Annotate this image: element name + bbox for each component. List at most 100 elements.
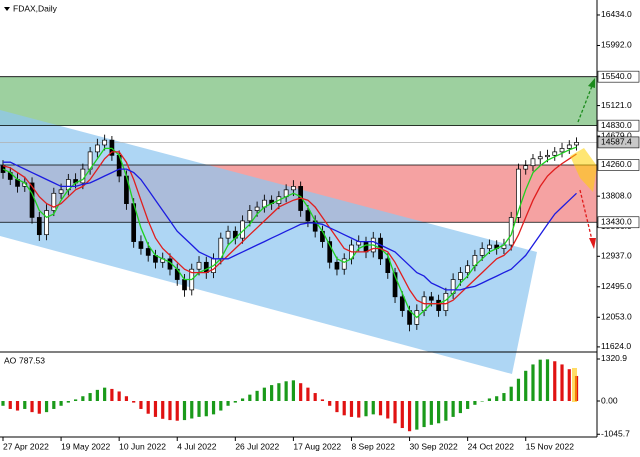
candle-body bbox=[327, 241, 333, 263]
candle-body bbox=[537, 156, 543, 160]
ao-bar bbox=[407, 401, 412, 432]
ao-bar bbox=[415, 401, 419, 430]
ao-bar bbox=[320, 399, 325, 402]
ao-bar bbox=[161, 401, 165, 419]
ao-bar bbox=[262, 387, 266, 402]
ao-bar bbox=[364, 401, 368, 417]
ao-bar bbox=[248, 394, 252, 402]
ao-bar bbox=[44, 401, 49, 413]
ao-bar bbox=[487, 398, 492, 402]
candle-body bbox=[102, 139, 107, 146]
ao-bar bbox=[8, 401, 12, 409]
candle-body bbox=[399, 296, 405, 311]
ao-bar bbox=[277, 383, 281, 402]
candle-body bbox=[51, 192, 57, 211]
ao-bar bbox=[437, 401, 441, 424]
y-tick-label: 14679.0 bbox=[601, 130, 632, 140]
indicator-name: AO bbox=[4, 355, 17, 365]
down-arrow bbox=[579, 189, 593, 241]
ao-bar bbox=[182, 401, 187, 421]
ao-bar bbox=[168, 401, 172, 421]
ao-bar bbox=[23, 401, 27, 409]
ao-histogram bbox=[1, 359, 579, 432]
y-tick-label: 12495.0 bbox=[601, 281, 632, 291]
y-tick-label: 13808.0 bbox=[601, 190, 632, 200]
down-arrow-head bbox=[589, 238, 596, 249]
ao-bar bbox=[538, 359, 542, 402]
indicator-value: 787.53 bbox=[19, 355, 45, 365]
ao-bar bbox=[531, 364, 535, 402]
ao-bar bbox=[226, 401, 230, 406]
ao-bar bbox=[52, 401, 56, 409]
ao-bar bbox=[342, 401, 346, 416]
ao-bar bbox=[567, 369, 571, 402]
ao-bar bbox=[175, 401, 179, 421]
level-label-box bbox=[597, 216, 640, 229]
x-tick-label: 27 Apr 2022 bbox=[3, 441, 49, 451]
ao-bar bbox=[30, 401, 34, 413]
candle-body bbox=[145, 248, 151, 256]
candle-body bbox=[443, 292, 449, 311]
candle-body bbox=[487, 244, 492, 249]
y-tick-label: 15121.0 bbox=[601, 100, 632, 110]
ao-bar bbox=[74, 399, 78, 402]
candle-body bbox=[95, 144, 100, 153]
ao-bar bbox=[15, 401, 20, 411]
x-tick-label: 24 Oct 2022 bbox=[468, 441, 515, 451]
candle-body bbox=[479, 248, 485, 256]
candle-body bbox=[305, 210, 311, 222]
ao-bar bbox=[270, 385, 274, 402]
ao-bar bbox=[357, 401, 361, 418]
candle-body bbox=[109, 139, 115, 156]
axis-background bbox=[0, 437, 640, 457]
zone bbox=[0, 76, 597, 126]
ao-bar bbox=[1, 401, 5, 406]
moving-average bbox=[2, 146, 577, 319]
candle-body bbox=[363, 241, 369, 253]
level-label: 15540.0 bbox=[601, 71, 632, 81]
ao-bar bbox=[553, 361, 557, 402]
y-tick-label: 16434.0 bbox=[601, 9, 632, 19]
candle-body bbox=[341, 258, 347, 270]
ao-bar bbox=[240, 398, 245, 402]
level-label-box bbox=[597, 70, 640, 83]
candle-body bbox=[291, 186, 296, 191]
ao-bar bbox=[509, 386, 513, 402]
candle-body bbox=[523, 165, 529, 170]
axes: 16434.015992.015121.014679.013808.013366… bbox=[2, 9, 640, 451]
level-label: 14830.0 bbox=[601, 120, 632, 130]
ao-bar bbox=[37, 401, 41, 414]
candle-body bbox=[552, 151, 558, 156]
level-label: 14587.4 bbox=[601, 137, 632, 147]
ao-bar bbox=[204, 401, 208, 417]
up-arrow bbox=[577, 85, 593, 123]
candle-body bbox=[436, 299, 441, 311]
ao-bar bbox=[458, 401, 462, 414]
ao-bar bbox=[313, 393, 317, 402]
y-tick-label: 11624.0 bbox=[601, 341, 631, 351]
y-tick-label: 15992.0 bbox=[601, 40, 632, 50]
x-tick-label: 30 Sep 2022 bbox=[410, 441, 458, 451]
x-tick-label: 26 Jul 2022 bbox=[235, 441, 279, 451]
ao-bar bbox=[386, 401, 390, 419]
ao-bar bbox=[153, 401, 158, 417]
candle-body bbox=[334, 261, 340, 270]
candle-body bbox=[225, 230, 231, 239]
y-tick-label: 12937.0 bbox=[601, 251, 632, 261]
x-tick-label: 8 Sep 2022 bbox=[351, 441, 395, 451]
level-lines bbox=[0, 76, 597, 223]
candle-body bbox=[465, 265, 470, 273]
ao-bar bbox=[291, 380, 295, 402]
ao-bar bbox=[197, 401, 201, 417]
ao-bar bbox=[284, 381, 288, 402]
level-label-box bbox=[597, 159, 640, 171]
candle-body bbox=[385, 258, 391, 273]
candle-body bbox=[508, 217, 514, 246]
level-label: 14260.0 bbox=[601, 159, 632, 169]
ao-bar bbox=[524, 370, 528, 402]
candle-body bbox=[574, 142, 579, 146]
y-tick-label: 1320.9 bbox=[601, 353, 627, 363]
candle-body bbox=[29, 182, 35, 218]
ao-bar bbox=[400, 401, 404, 429]
